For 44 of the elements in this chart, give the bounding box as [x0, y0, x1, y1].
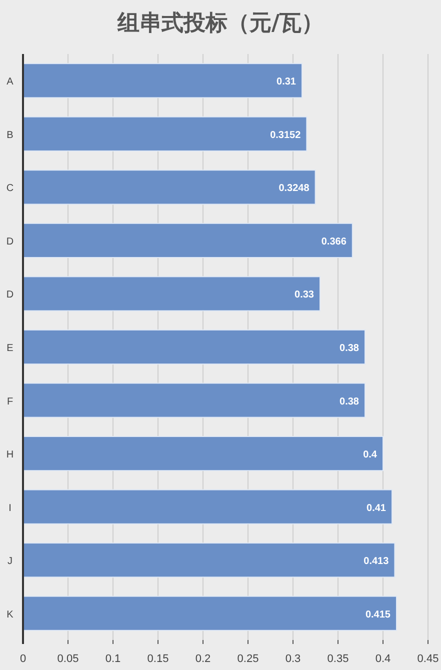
data-label: 0.4	[363, 450, 378, 461]
data-label: 0.3152	[270, 130, 302, 141]
x-tick-label: 0.25	[237, 653, 259, 665]
data-label: 0.413	[364, 556, 390, 568]
y-tick-label: D	[6, 236, 14, 248]
bar	[22, 596, 397, 631]
chart-title: 组串式投标（元/瓦）	[116, 10, 324, 36]
bar	[22, 170, 316, 205]
x-tick-label: 0.3	[285, 653, 301, 665]
data-label: 0.38	[340, 396, 360, 408]
bar	[22, 542, 396, 578]
bar	[22, 116, 308, 152]
y-tick-label: B	[6, 130, 14, 141]
bar	[22, 63, 302, 98]
x-tick-label: 0	[20, 653, 26, 665]
y-tick-label: K	[6, 609, 14, 620]
y-tick-label: I	[8, 502, 12, 514]
data-label: 0.366	[321, 236, 347, 248]
bar	[22, 436, 384, 472]
x-tick-label: 0.1	[105, 653, 121, 665]
data-label: 0.415	[365, 609, 391, 620]
data-label: 0.31	[276, 76, 296, 88]
y-tick-label: H	[6, 450, 14, 461]
data-label: 0.3248	[278, 183, 310, 194]
x-tick-label: 0.45	[417, 653, 439, 665]
bar	[22, 222, 353, 258]
data-label: 0.33	[294, 290, 314, 301]
bar	[22, 276, 320, 312]
bar	[22, 382, 366, 418]
y-tick-label: E	[6, 343, 14, 354]
y-tick-label: D	[6, 290, 14, 301]
x-tick-label: 0.2	[195, 653, 211, 665]
y-tick-label: C	[6, 183, 14, 194]
data-label: 0.38	[340, 343, 360, 354]
data-label: 0.41	[366, 502, 386, 514]
x-tick-label: 0.4	[375, 653, 391, 665]
bar	[22, 489, 392, 524]
bar	[22, 329, 366, 365]
x-tick-label: 0.05	[57, 653, 79, 665]
y-tick-label: F	[6, 396, 14, 408]
y-tick-label: J	[8, 556, 12, 568]
y-tick-label: A	[6, 76, 14, 88]
x-tick-label: 0.15	[147, 653, 169, 665]
x-tick-label: 0.35	[327, 653, 349, 665]
